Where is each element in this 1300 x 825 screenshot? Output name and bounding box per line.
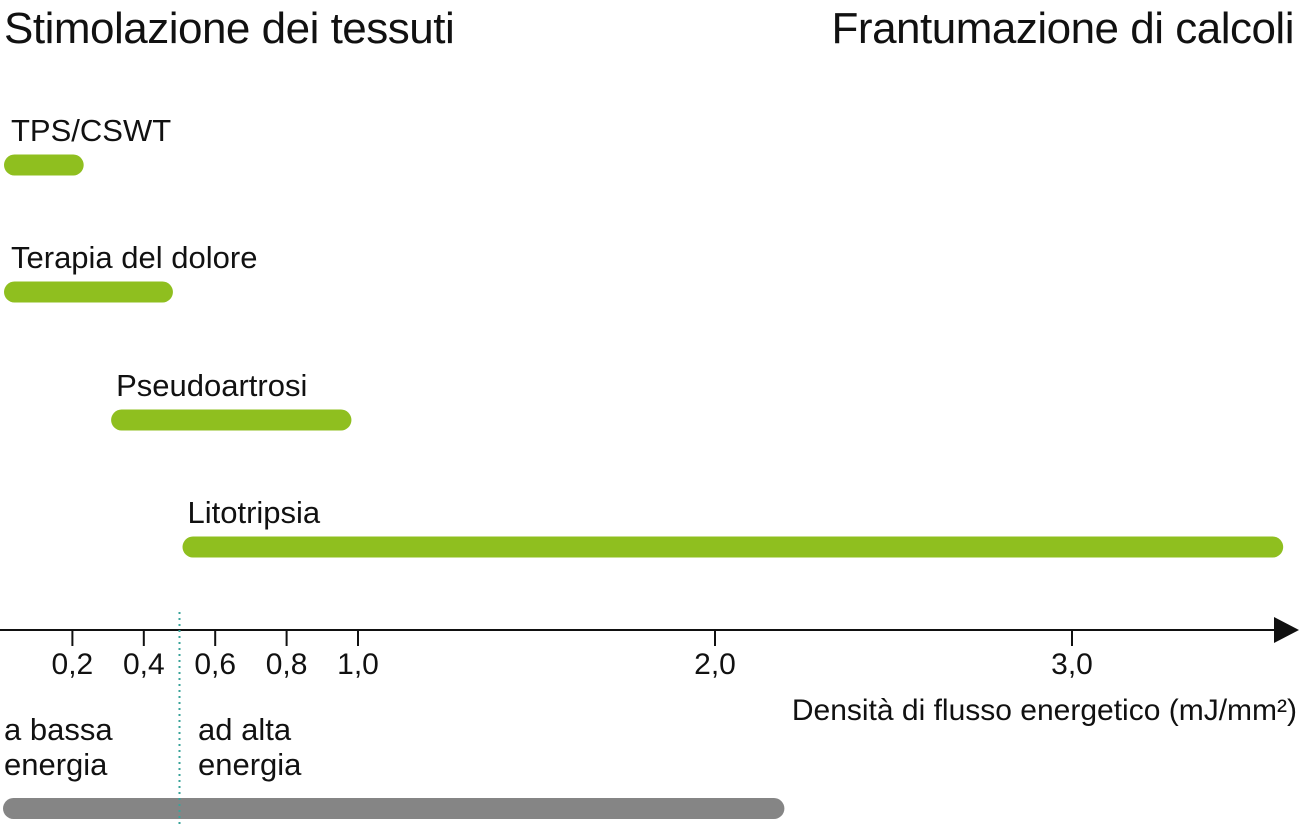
- range-bar-0: [4, 154, 84, 176]
- band-low-line-2: energia: [4, 747, 108, 782]
- energy-range-bar: [3, 798, 785, 819]
- band-low-line-1: a bassa: [4, 712, 113, 747]
- x-tick-label-4: 1,0: [337, 648, 379, 681]
- x-tick-label-6: 3,0: [1051, 648, 1093, 681]
- x-tick-label-2: 0,6: [194, 648, 236, 681]
- range-bar-label-0: TPS/CSWT: [11, 113, 171, 148]
- band-high-energy-label: ad alta energia: [198, 712, 301, 782]
- x-tick-label-1: 0,4: [123, 648, 165, 681]
- range-bar-label-3: Litotripsia: [188, 495, 321, 530]
- band-high-line-1: ad alta: [198, 712, 292, 747]
- heading-tissue-stimulation: Stimolazione dei tessuti: [4, 4, 455, 53]
- x-axis-arrow: [1274, 617, 1299, 643]
- x-tick-label-3: 0,8: [266, 648, 308, 681]
- range-bar-3: [182, 536, 1284, 558]
- x-tick-label-5: 2,0: [694, 648, 736, 681]
- range-bar-1: [4, 281, 173, 303]
- heading-stone-fragmentation: Frantumazione di calcoli: [831, 4, 1295, 53]
- band-high-line-2: energia: [198, 747, 302, 782]
- x-axis-title: Densità di flusso energetico (mJ/mm²): [792, 694, 1297, 727]
- band-low-energy-label: a bassa energia: [4, 712, 113, 782]
- x-tick-label-0: 0,2: [52, 648, 94, 681]
- range-bar-2: [111, 409, 352, 431]
- range-bar-label-1: Terapia del dolore: [11, 240, 257, 275]
- range-bar-label-2: Pseudoartrosi: [116, 368, 307, 403]
